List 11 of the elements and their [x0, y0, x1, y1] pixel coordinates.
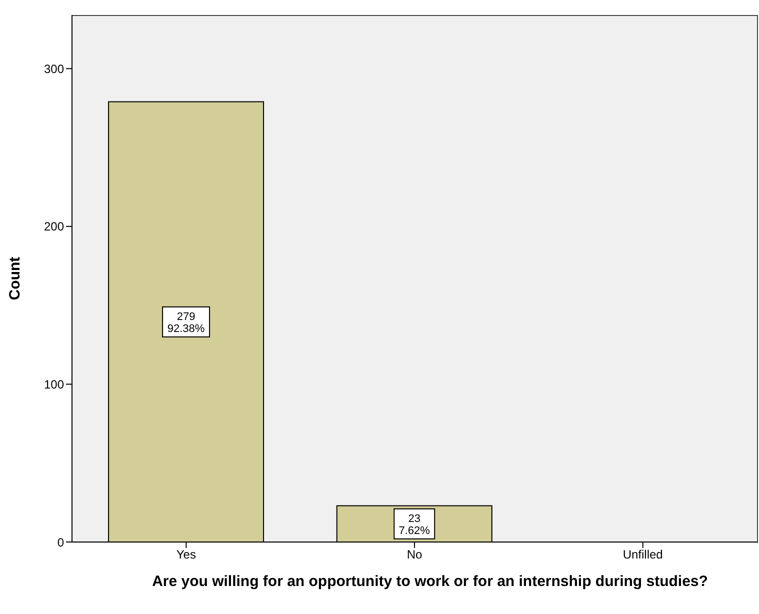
data-label: 23 7.62%	[398, 512, 430, 537]
y-tick-label: 300	[44, 62, 64, 76]
y-tick-label: 100	[44, 377, 64, 392]
y-axis-title: Count	[6, 256, 24, 300]
data-label: 279 92.38%	[167, 310, 205, 335]
y-tick-label: 0	[57, 535, 64, 550]
y-tick-label: 200	[44, 220, 64, 234]
x-tick-label: Unfilled	[622, 548, 663, 562]
x-tick-label: Yes	[176, 548, 196, 562]
x-axis-title: Are you willing for an opportunity to work or for an internship during studies?	[151, 573, 709, 590]
x-tick-label: No	[406, 548, 422, 562]
